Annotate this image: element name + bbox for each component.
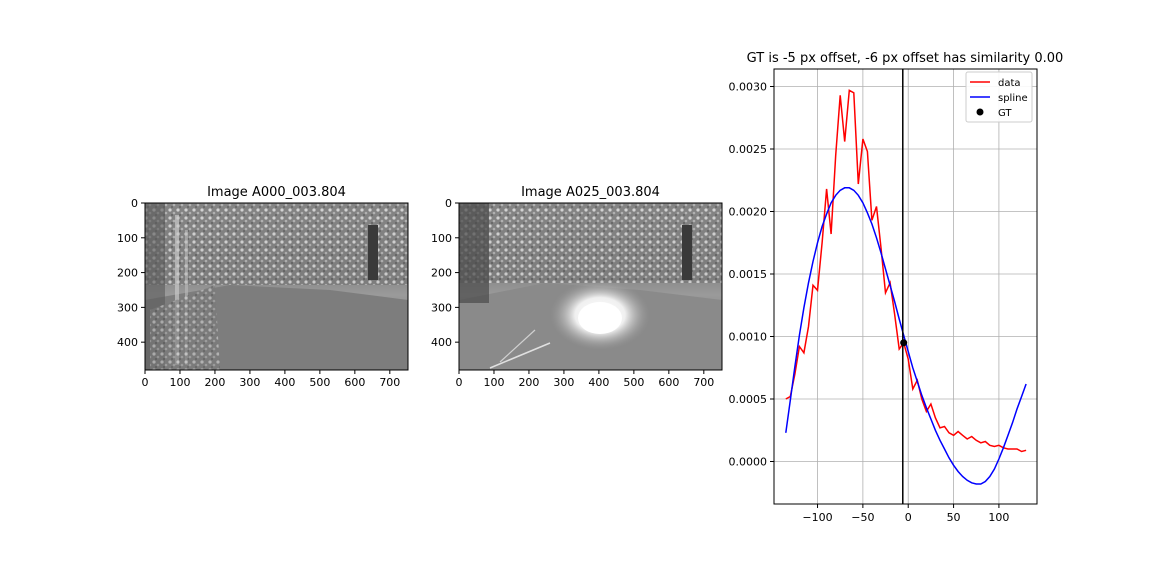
- y-tick-label: 0.0005: [729, 393, 768, 406]
- x-tick-label: 50: [947, 511, 961, 524]
- series-spline-line: [785, 187, 1027, 485]
- y-tick-label: 0.0030: [729, 81, 768, 94]
- x-tick-label: −50: [851, 511, 874, 524]
- x-tick-label: 100: [988, 511, 1009, 524]
- gt-point: [900, 339, 908, 347]
- legend-box: [965, 71, 1033, 123]
- series-data-line: [785, 89, 1027, 453]
- middle-image-title: Image A025_003.804: [521, 185, 660, 200]
- legend-GT-label: GT: [998, 108, 1012, 119]
- line-chart-title: GT is -5 px offset, -6 px offset has sim…: [746, 51, 1064, 66]
- line-chart-frame: [773, 68, 1038, 505]
- legend-data-label: data: [998, 78, 1021, 89]
- x-tick-label: −100: [802, 511, 832, 524]
- legend-spline-label: spline: [998, 93, 1028, 104]
- y-tick-label: 0.0025: [729, 143, 768, 156]
- y-tick-label: 0.0015: [729, 268, 768, 281]
- y-tick-label: 0.0020: [729, 206, 768, 219]
- left-image-title: Image A000_003.804: [207, 185, 346, 200]
- legend-GT-marker: [976, 108, 984, 116]
- x-tick-label: 0: [905, 511, 912, 524]
- y-tick-label: 0.0000: [729, 456, 768, 469]
- y-tick-label: 0.0010: [729, 331, 768, 344]
